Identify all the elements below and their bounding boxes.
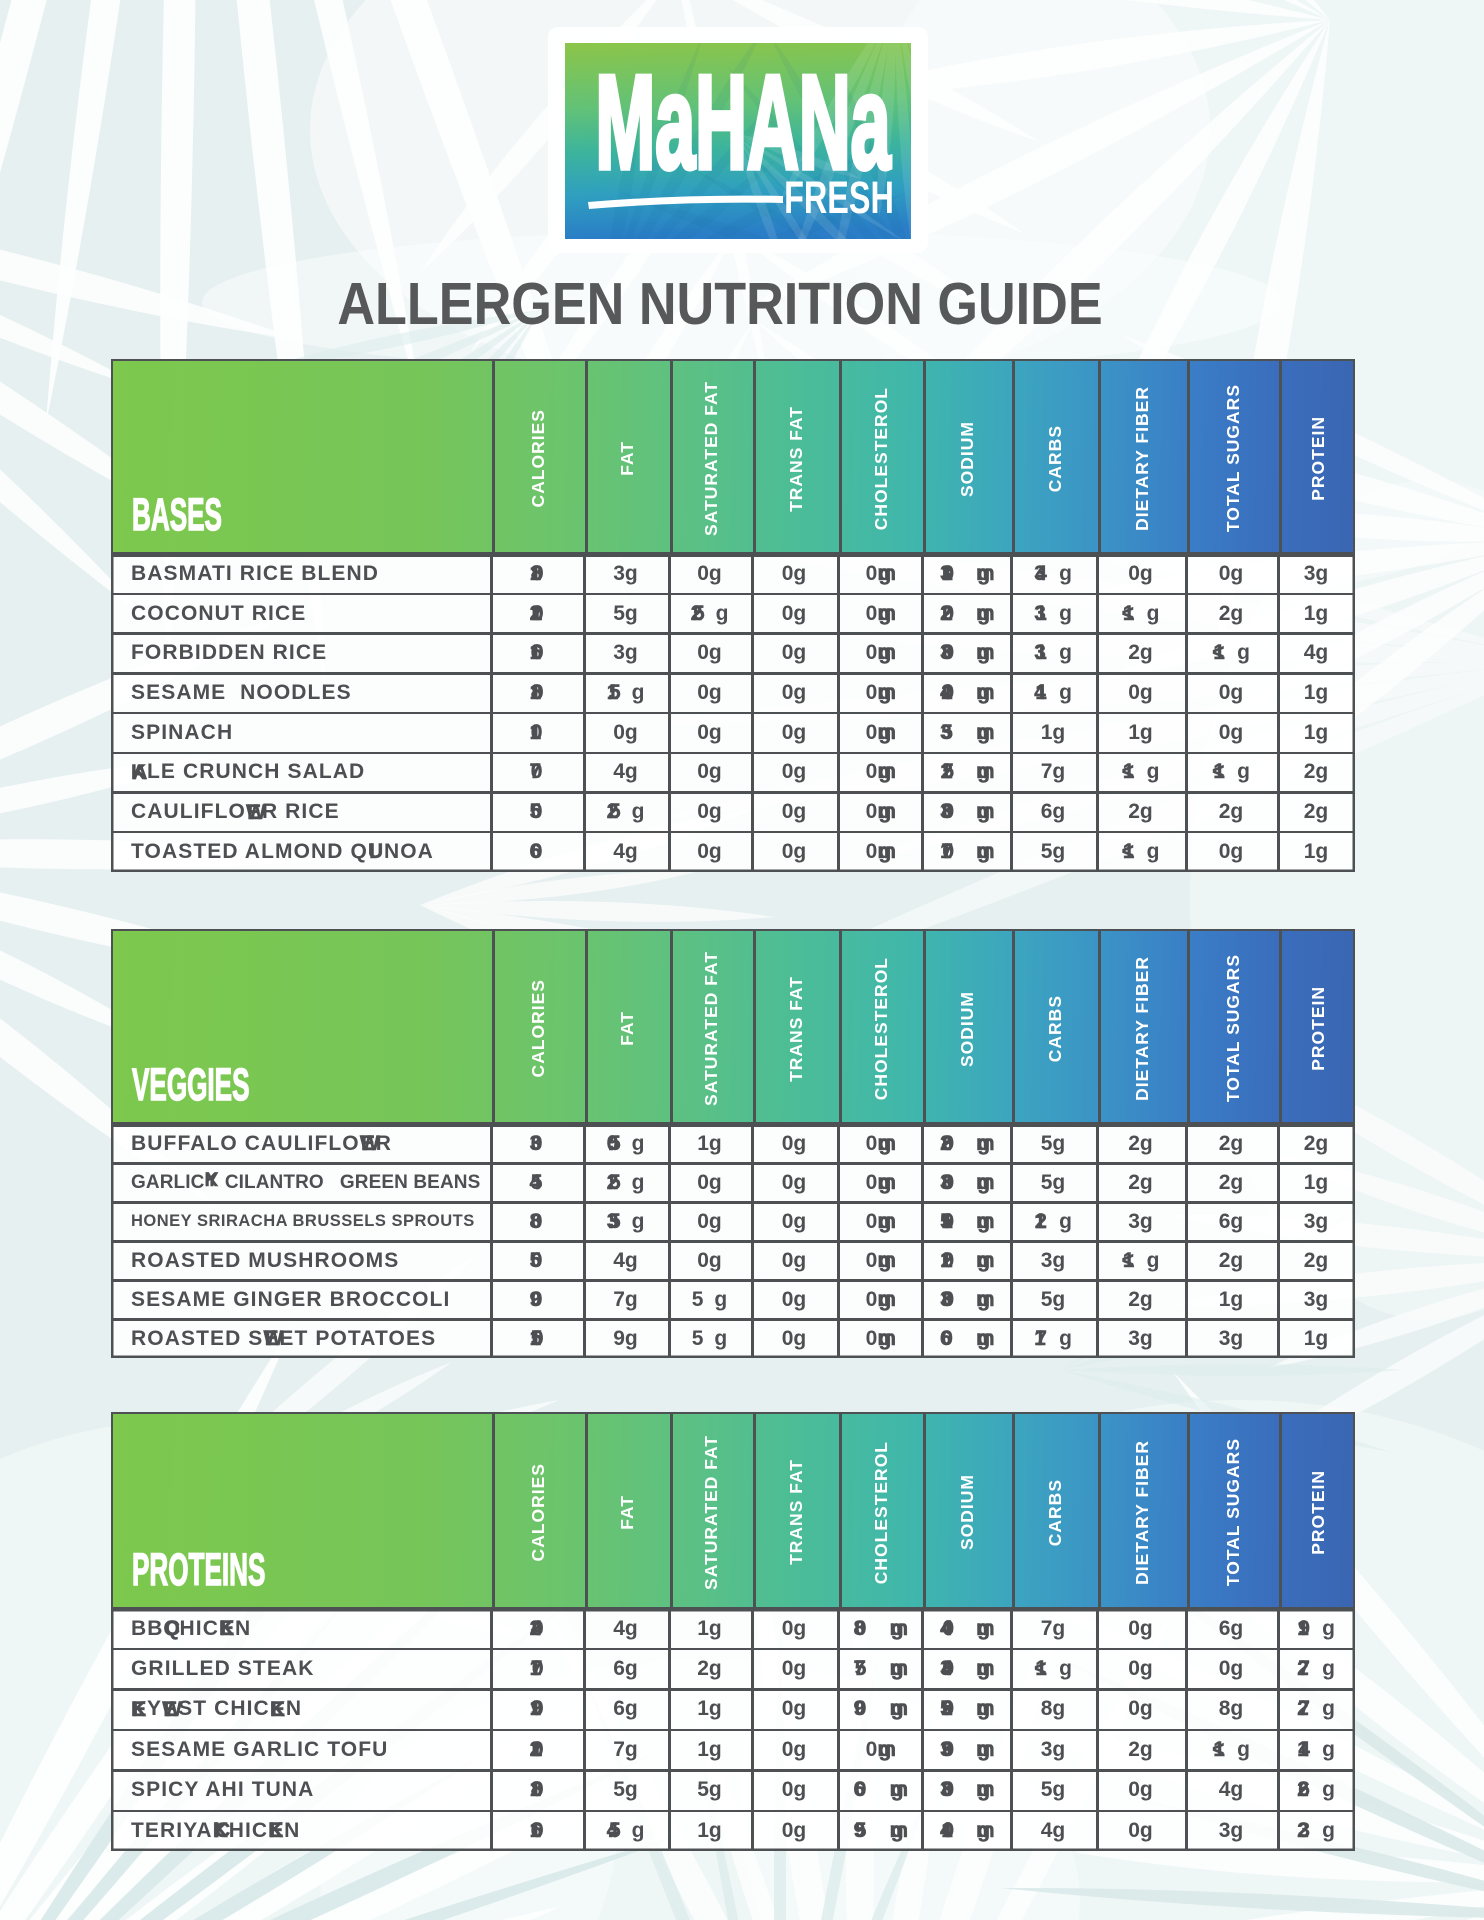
svg-text:FRESH: FRESH	[784, 174, 894, 223]
svg-text:MaHANa: MaHANa	[595, 47, 891, 196]
